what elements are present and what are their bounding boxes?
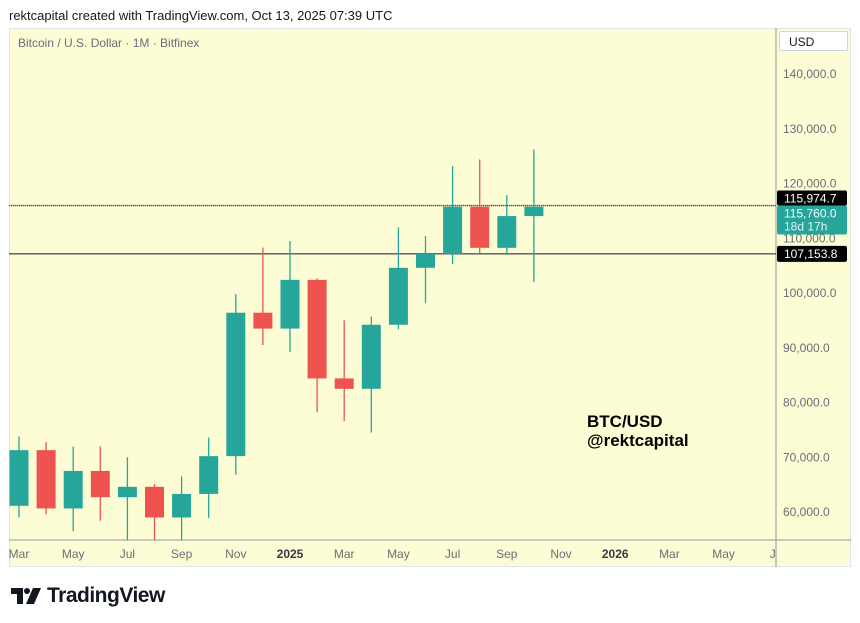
time-tick-label: Mar	[659, 547, 680, 561]
time-tick-label: 2025	[277, 547, 304, 561]
chart-pane[interactable]	[9, 28, 851, 567]
time-tick-label: Mar	[334, 547, 355, 561]
time-tick-label: May	[712, 547, 735, 561]
candle-down	[470, 206, 490, 248]
logo-text: TradingView	[47, 584, 165, 607]
price-tick-label: 100,000.0	[783, 286, 837, 300]
tradingview-logo-icon	[11, 588, 41, 604]
time-tick-label: 2026	[602, 547, 629, 561]
time-axis[interactable]: Mar May Jul Sep Nov 2025 Mar May Jul Sep Nov 2026 Ma…	[9, 547, 783, 561]
time-tick-label: May	[387, 547, 410, 561]
price-axis[interactable]: 60,000.0 70,000.0 80,000.0 90,000.0 100,000.…	[783, 67, 837, 519]
time-tick-label: Jul	[120, 547, 135, 561]
chart-credit: rektcapital created with TradingView.com…	[9, 8, 393, 23]
candle-up	[9, 450, 29, 506]
time-tick-label: Mar	[9, 547, 30, 561]
price-tick-label: 90,000.0	[783, 341, 830, 355]
horizontal-lines	[9, 204, 776, 255]
candle-down	[145, 486, 164, 518]
price-tick-label: 140,000.0	[783, 67, 837, 81]
candle-down	[90, 470, 110, 498]
candle-up	[63, 470, 83, 509]
price-tick-label: 70,000.0	[783, 450, 830, 464]
candle-up	[361, 324, 381, 389]
time-tick-label: Nov	[225, 547, 246, 561]
last-price-tag	[777, 205, 847, 235]
candle-up	[226, 312, 246, 457]
symbol-title: Bitcoin / U.S. Dollar · 1M · Bitfinex	[18, 36, 200, 50]
candle-down	[334, 378, 354, 389]
candle-down	[307, 279, 327, 379]
watermark-pair: BTC/USD	[587, 412, 663, 431]
price-tick-label: 110,000.0	[783, 231, 836, 245]
last-price-label: 115,760.0	[784, 207, 837, 221]
price-tick-label: 80,000.0	[783, 396, 830, 410]
candle-up	[172, 493, 192, 518]
candle-up	[280, 279, 300, 329]
candle-up	[416, 253, 435, 268]
time-tick-label: Jul	[445, 547, 460, 561]
candle-down	[36, 450, 56, 509]
watermark-author: @rektcapital	[587, 431, 689, 450]
time-tick-label: Ju	[770, 547, 783, 561]
line-price-tag	[777, 245, 847, 262]
candle-down	[253, 312, 273, 329]
countdown-label: 18d 17h	[784, 220, 827, 234]
candle-up	[388, 267, 408, 325]
candle-up	[199, 456, 219, 494]
line-price-label: 107,153.8	[784, 247, 838, 261]
price-tick-label: 120,000.0	[783, 177, 837, 191]
currency-button[interactable]: USD	[779, 31, 848, 51]
candles	[9, 149, 544, 540]
time-tick-label: Sep	[171, 547, 193, 561]
watermark: BTC/USD @rektcapital	[587, 412, 689, 450]
candle-up	[443, 206, 463, 254]
time-tick-label: May	[62, 547, 85, 561]
time-tick-label: Nov	[550, 547, 571, 561]
candle-up	[117, 486, 137, 498]
price-tick-label: 130,000.0	[783, 122, 837, 136]
line-price-tag	[777, 190, 847, 206]
tradingview-logo[interactable]: TradingView	[11, 584, 165, 608]
candle-up	[524, 206, 544, 217]
time-tick-label: Sep	[496, 547, 518, 561]
line-price-label: 115,974.7	[784, 192, 837, 206]
price-tick-label: 60,000.0	[783, 505, 830, 519]
candle-up	[497, 216, 517, 248]
